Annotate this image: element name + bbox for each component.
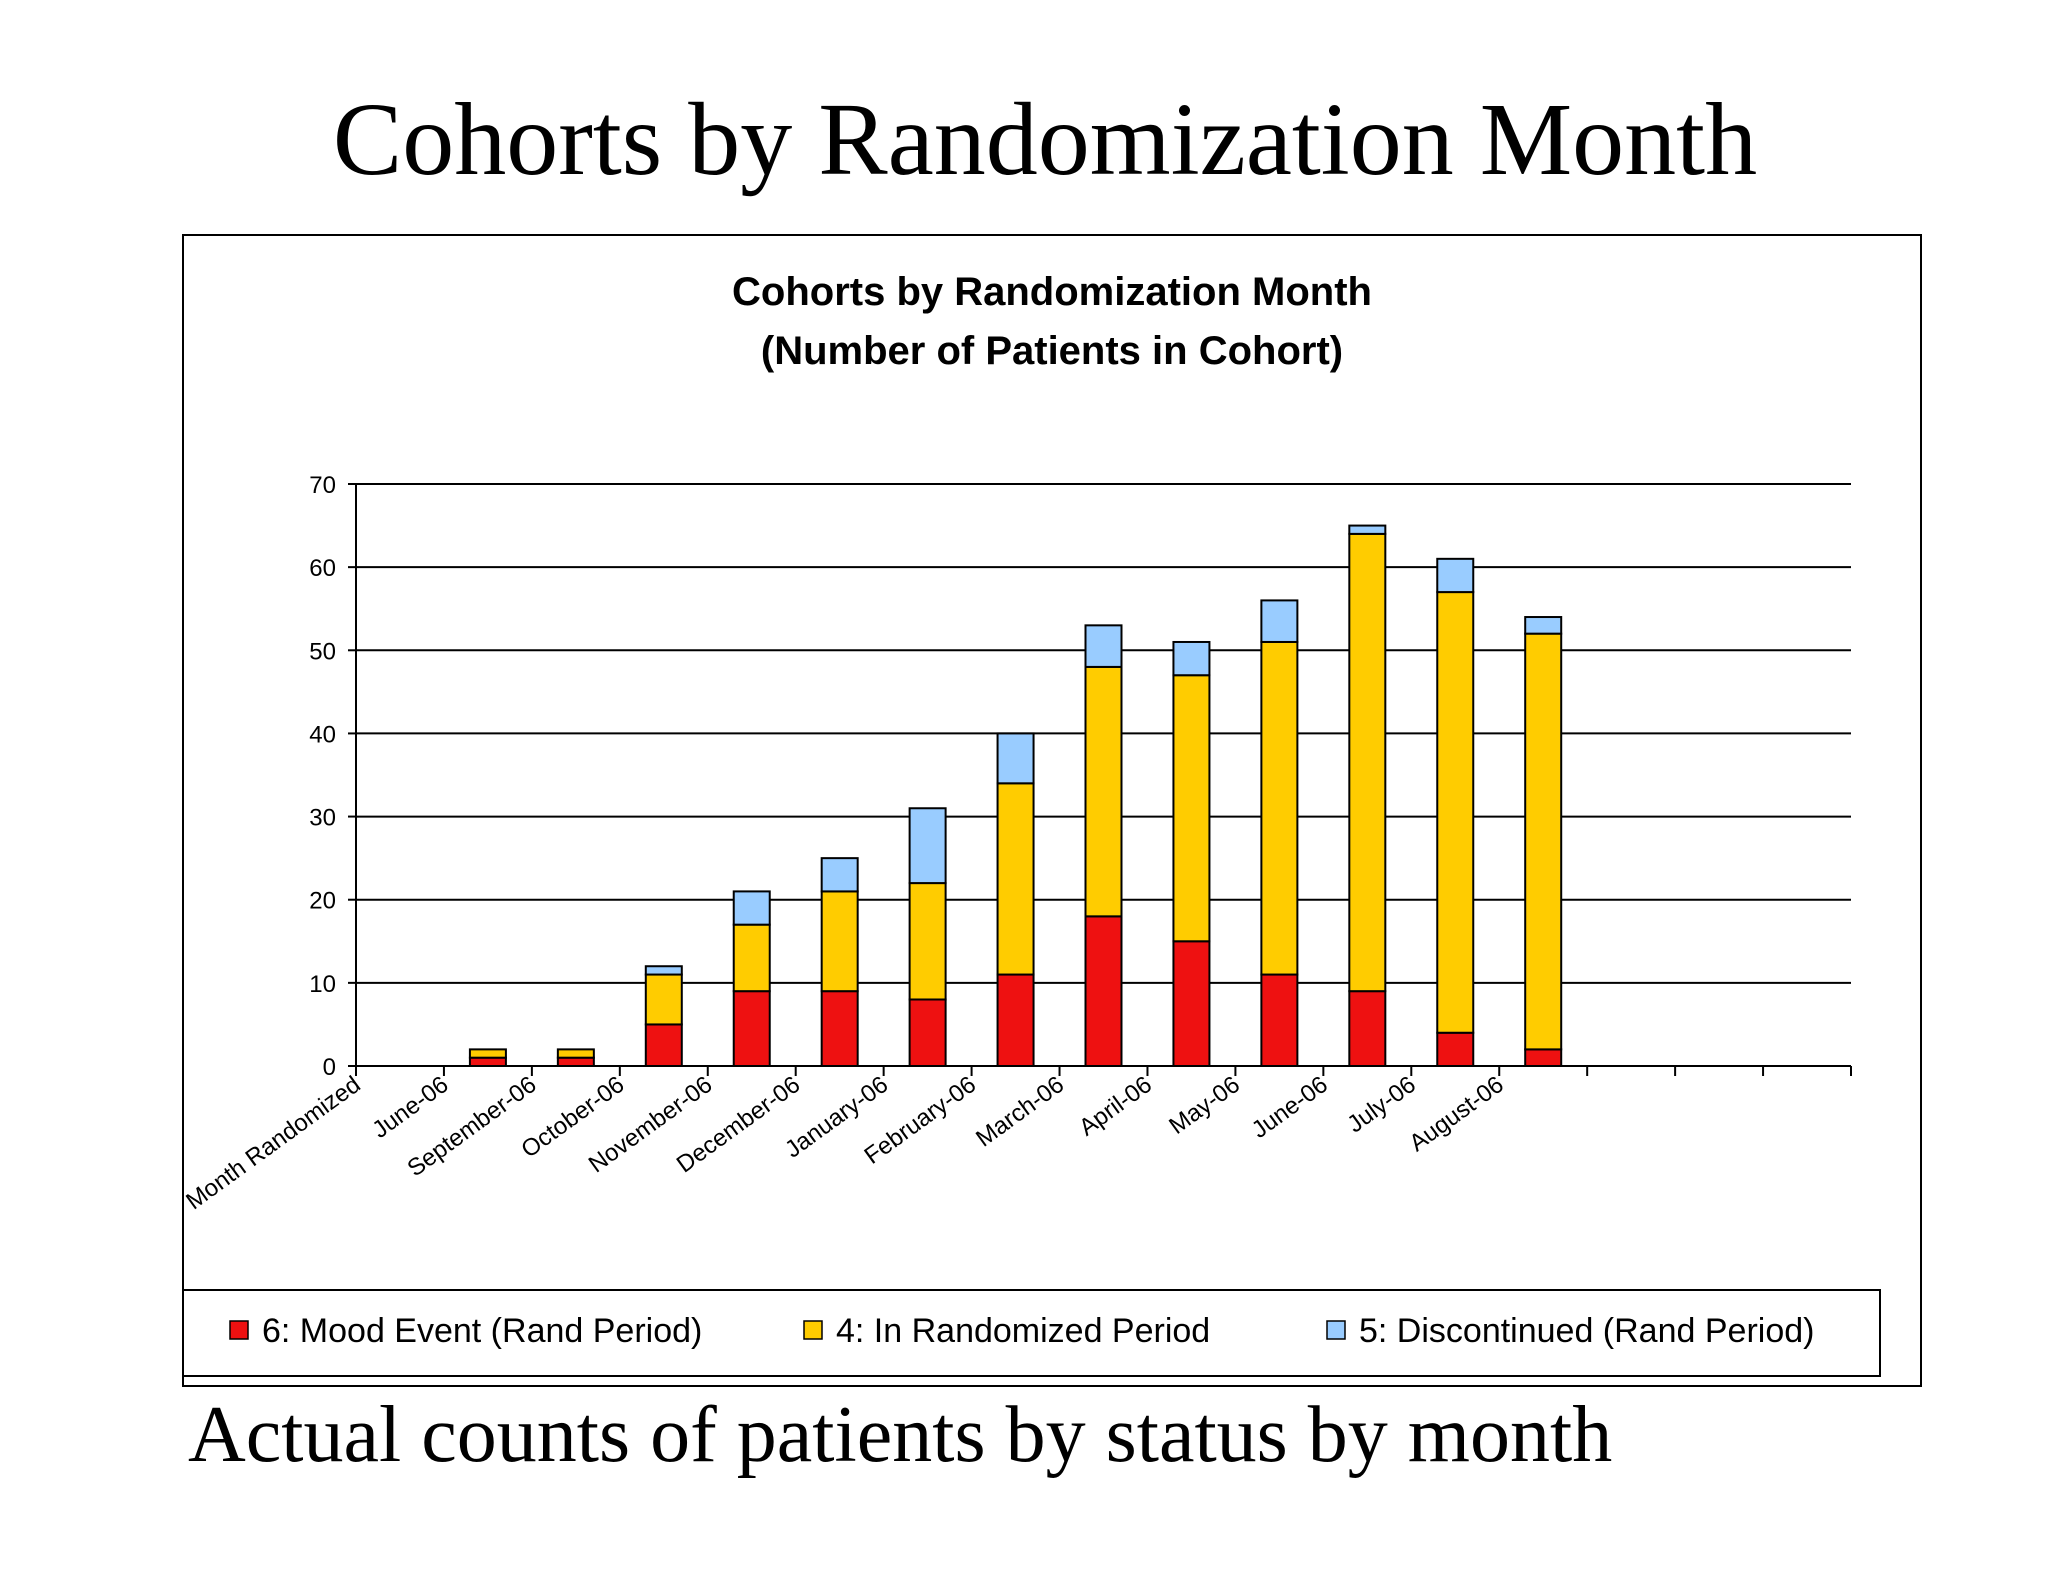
legend-label: 6: Mood Event (Rand Period) [262, 1312, 702, 1350]
bar-segment [644, 965, 683, 976]
bar-segment [820, 990, 859, 1068]
bar-segment [1348, 990, 1387, 1068]
legend-swatch [229, 1320, 249, 1340]
bar-segment [1260, 640, 1299, 976]
bar-segment [996, 782, 1035, 976]
bar-segment [468, 1048, 507, 1059]
y-tick-label: 30 [309, 805, 336, 832]
bar-segment [1436, 1031, 1475, 1067]
legend-swatch [803, 1320, 823, 1340]
bar-segment [820, 890, 859, 993]
bar-segment [1084, 624, 1123, 668]
legend-swatch [1326, 1320, 1346, 1340]
bar-segment [1436, 557, 1475, 594]
slide-title: Cohorts by Randomization Month [332, 82, 1758, 197]
y-tick-label: 70 [309, 472, 336, 499]
bar-segment [732, 990, 771, 1068]
bar-segment [908, 882, 947, 1001]
bar-segment [732, 923, 771, 993]
bar-segment [1348, 524, 1387, 535]
chart-frame [182, 234, 1922, 1387]
bar-segment [1524, 1048, 1563, 1068]
bar-segment [1260, 599, 1299, 643]
chart-title: Cohorts by Randomization Month [732, 270, 1372, 314]
bars [468, 524, 1563, 1068]
legend-frame [182, 1289, 1881, 1377]
legend-label: 4: In Randomized Period [836, 1312, 1210, 1350]
bar-segment [908, 998, 947, 1067]
legend: 6: Mood Event (Rand Period) 4: In Randomi… [182, 1289, 1881, 1377]
bar-segment [1348, 532, 1387, 993]
bar-segment [556, 1048, 595, 1059]
bar-segment [1524, 632, 1563, 1051]
y-tick-label: 50 [309, 638, 336, 665]
bar-segment [996, 973, 1035, 1067]
bar-segment [556, 1056, 595, 1067]
slide-caption: Actual counts of patients by status by m… [188, 1391, 1613, 1479]
chart-subtitle: (Number of Patients in Cohort) [761, 329, 1343, 373]
y-tick-label: 10 [309, 971, 336, 998]
bar-segment [732, 890, 771, 926]
bar-segment [644, 1023, 683, 1068]
bar-segment [1172, 674, 1211, 943]
bar-segment [1172, 640, 1211, 677]
y-tick-label: 40 [309, 721, 336, 748]
bar-segment [1260, 973, 1299, 1067]
bar-segment [1084, 665, 1123, 918]
bar-segment [1084, 915, 1123, 1067]
y-tick-label: 20 [309, 888, 336, 915]
bar-segment [908, 807, 947, 885]
bar-segment [644, 973, 683, 1026]
legend-label: 5: Discontinued (Rand Period) [1359, 1312, 1814, 1350]
bar-segment [1436, 591, 1475, 1034]
y-tick-label: 0 [323, 1054, 336, 1081]
bar-segment [1524, 616, 1563, 635]
bar-segment [996, 732, 1035, 785]
bar-segment [820, 857, 859, 893]
bar-segment [468, 1056, 507, 1067]
bar-segment [1172, 940, 1211, 1067]
y-tick-label: 60 [309, 555, 336, 582]
